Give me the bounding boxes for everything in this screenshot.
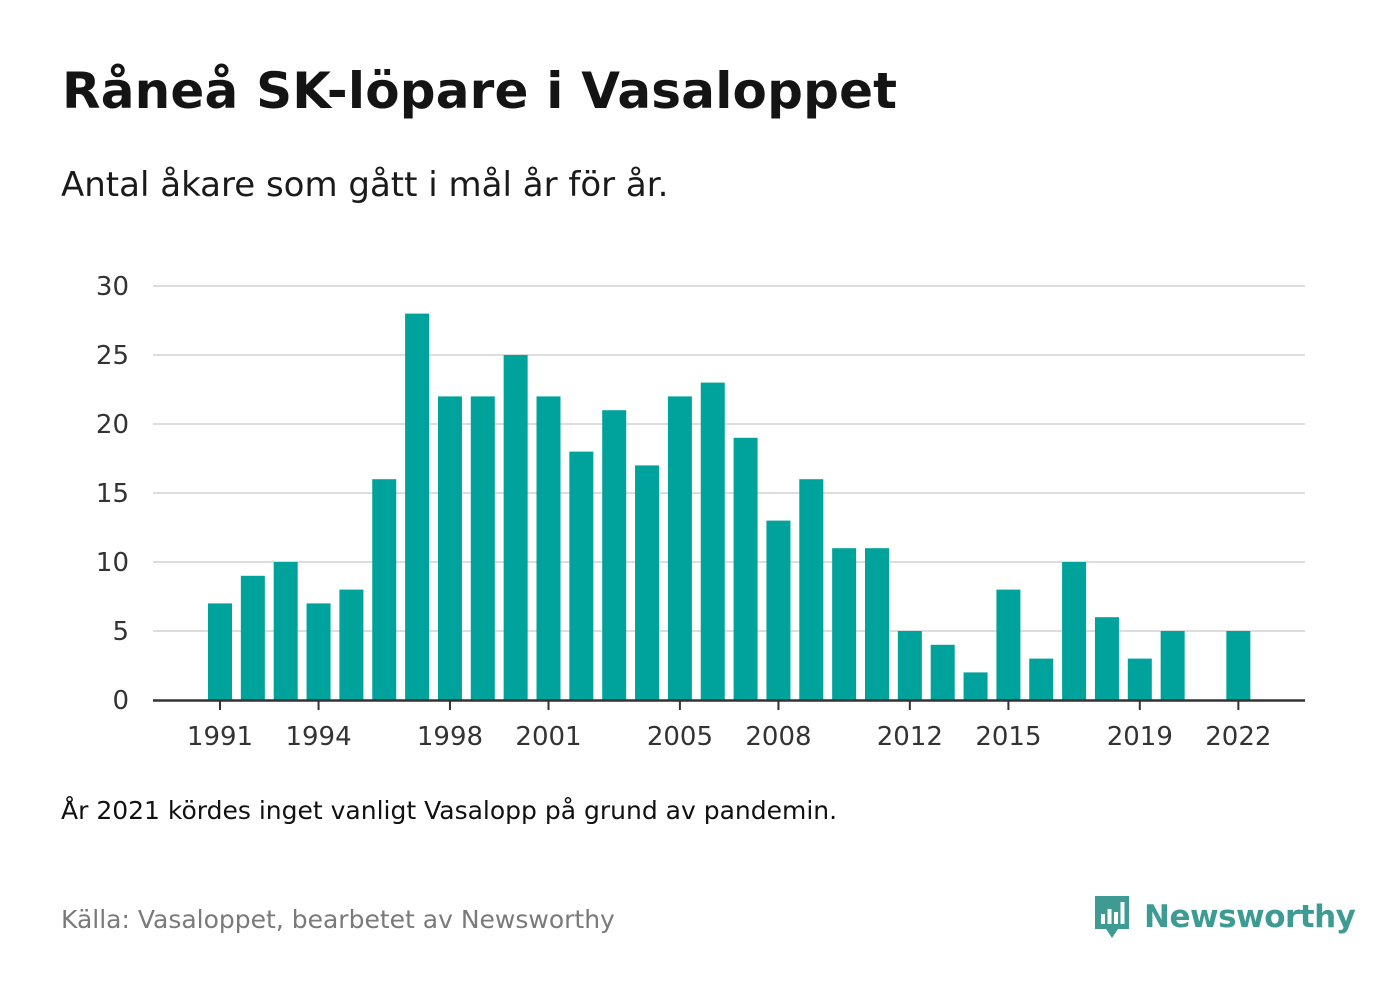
bar-2009 bbox=[799, 479, 824, 700]
x-tick-label: 2005 bbox=[647, 722, 713, 752]
bar-1992 bbox=[240, 575, 265, 700]
bar-2013 bbox=[930, 644, 955, 700]
bar-1993 bbox=[273, 562, 298, 700]
bar-1995 bbox=[339, 589, 364, 700]
y-tick-label: 20 bbox=[96, 410, 129, 440]
y-tick-label: 5 bbox=[112, 617, 129, 647]
chart-title: Råneå SK-löpare i Vasaloppet bbox=[62, 62, 898, 120]
y-tick-label: 30 bbox=[96, 272, 129, 302]
x-tick-label: 2001 bbox=[515, 722, 581, 752]
bar-2012 bbox=[897, 631, 922, 700]
bar-2010 bbox=[832, 548, 857, 700]
bar-1997 bbox=[405, 313, 430, 700]
x-tick-label: 2008 bbox=[745, 722, 811, 752]
bar-2006 bbox=[700, 382, 725, 700]
bar-2019 bbox=[1127, 658, 1152, 700]
newsworthy-logo-icon bbox=[1095, 896, 1129, 938]
y-tick-label: 25 bbox=[96, 341, 129, 371]
bar-2002 bbox=[569, 451, 594, 700]
bars bbox=[208, 313, 1251, 700]
x-tick-label: 2022 bbox=[1205, 722, 1271, 752]
bar-1994 bbox=[306, 603, 331, 700]
bar-2018 bbox=[1094, 617, 1119, 700]
x-tick-label: 2012 bbox=[877, 722, 943, 752]
x-tick-label: 1998 bbox=[417, 722, 483, 752]
bar-1991 bbox=[208, 603, 232, 700]
bar-2022 bbox=[1226, 631, 1251, 700]
bar-2008 bbox=[766, 520, 791, 700]
x-tick-label: 1991 bbox=[187, 722, 253, 752]
bar-2014 bbox=[963, 672, 988, 700]
bar-2007 bbox=[733, 437, 758, 700]
x-tick-label: 1994 bbox=[285, 722, 351, 752]
source-credit: Källa: Vasaloppet, bearbetet av Newswort… bbox=[61, 905, 615, 934]
bar-2003 bbox=[602, 410, 627, 700]
gridlines bbox=[153, 285, 1305, 632]
bar-1998 bbox=[437, 396, 462, 700]
bar-2020 bbox=[1160, 631, 1185, 700]
bar-2016 bbox=[1029, 658, 1054, 700]
chart-subtitle: Antal åkare som gått i mål år för år. bbox=[61, 165, 669, 205]
axes: 0 5 10 15 20 25 30 1991 1994 1998 2001 2005 2008 2012… bbox=[96, 272, 1305, 752]
bar-1996 bbox=[372, 479, 397, 700]
bar-2001 bbox=[536, 396, 561, 700]
bar-2000 bbox=[503, 355, 528, 700]
brand-name: Newsworthy bbox=[1144, 899, 1356, 935]
chart-note: År 2021 kördes inget vanligt Vasalopp på… bbox=[61, 796, 838, 825]
bar-2011 bbox=[865, 548, 889, 700]
bar-1999 bbox=[470, 396, 495, 700]
bar-2005 bbox=[667, 396, 692, 700]
bar-2015 bbox=[996, 589, 1021, 700]
x-tick-label: 2015 bbox=[975, 722, 1041, 752]
bar-2017 bbox=[1062, 562, 1087, 700]
x-tick-label: 2019 bbox=[1107, 722, 1173, 752]
y-tick-label: 15 bbox=[96, 479, 129, 509]
bar-2004 bbox=[635, 465, 660, 700]
brand-logo: Newsworthy bbox=[1092, 892, 1356, 942]
y-tick-label: 10 bbox=[96, 548, 129, 578]
y-tick-label: 0 bbox=[112, 686, 129, 716]
